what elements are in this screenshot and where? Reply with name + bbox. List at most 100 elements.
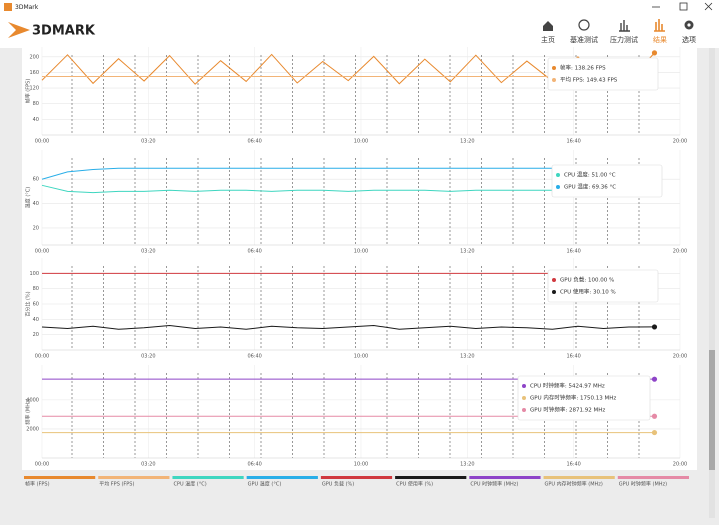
x-tick-label: 00:00: [35, 249, 49, 255]
logo-mark: [8, 22, 30, 38]
end-dot: [651, 324, 658, 330]
legend-swatch[interactable]: [172, 476, 244, 479]
legend-swatch[interactable]: [469, 476, 541, 479]
scrollbar-track[interactable]: [709, 48, 715, 518]
readout-text: GPU 温度: 69.36 °C: [564, 183, 616, 191]
legend-label[interactable]: GPU 负载 (%): [322, 481, 354, 488]
x-tick-label: 16:40: [566, 139, 580, 145]
x-tick-label: 20:00: [673, 249, 687, 255]
app-icon: [4, 3, 12, 11]
legend-label[interactable]: 平均 FPS (FPS): [99, 481, 134, 488]
x-tick-label: 00:00: [35, 139, 49, 145]
y-tick-label: 200: [29, 54, 39, 60]
legend-label[interactable]: GPU 温度 (°C): [248, 481, 282, 488]
window-title: 3DMark: [15, 4, 39, 11]
x-tick-label: 10:00: [354, 249, 368, 255]
end-dot: [651, 50, 658, 56]
x-tick-label: 03:20: [141, 249, 155, 255]
x-tick-label: 03:20: [141, 139, 155, 145]
y-tick-label: 80: [33, 286, 39, 292]
legend-label[interactable]: CPU 使用率 (%): [396, 481, 433, 488]
x-tick-label: 16:40: [566, 249, 580, 255]
options-icon-hole: [687, 23, 691, 27]
readout-box: [551, 164, 663, 198]
legend-label[interactable]: CPU 温度 (°C): [173, 481, 206, 488]
stress-icon: [619, 20, 630, 32]
readout-dot: [522, 408, 526, 412]
readout-text: GPU 内存时钟频率: 1750.13 MHz: [530, 394, 616, 402]
x-tick-label: 20:00: [673, 462, 687, 468]
y-tick-label: 100: [29, 271, 39, 277]
legend-swatch[interactable]: [617, 476, 689, 479]
x-tick-label: 03:20: [141, 462, 155, 468]
readout-text: 帧率: 138.26 FPS: [560, 64, 606, 72]
x-tick-label: 20:00: [673, 354, 687, 360]
readout-box: [547, 57, 659, 91]
x-tick-label: 13:20: [460, 462, 474, 468]
y-axis-title: 帧率 (FPS): [25, 79, 32, 104]
readout-text: GPU 负载: 100.00 %: [560, 276, 614, 284]
legend-label[interactable]: 帧率 (FPS): [25, 481, 50, 488]
readout-dot: [522, 384, 526, 388]
title-bar: [0, 0, 719, 14]
y-tick-label: 4000: [26, 397, 39, 403]
y-tick-label: 20: [33, 332, 39, 338]
x-tick-label: 13:20: [460, 354, 474, 360]
y-tick-label: 60: [33, 177, 39, 183]
legend-swatch[interactable]: [320, 476, 393, 479]
y-axis-title: 百分比 (%): [25, 291, 32, 316]
close-button[interactable]: [704, 2, 713, 11]
y-tick-label: 40: [33, 201, 39, 207]
y-tick-label: 40: [33, 117, 39, 123]
x-tick-label: 06:40: [247, 139, 261, 145]
y-tick-label: 60: [33, 302, 39, 308]
legend-label[interactable]: CPU 时钟频率 (MHz): [470, 481, 518, 488]
y-axis-title: 频率 (MHz): [25, 398, 32, 424]
readout-dot: [552, 278, 556, 282]
x-tick-label: 00:00: [35, 354, 49, 360]
nav-label[interactable]: 选项: [682, 35, 696, 44]
readout-dot: [556, 173, 560, 177]
x-tick-label: 06:40: [247, 462, 261, 468]
nav-label[interactable]: 基准测试: [570, 35, 598, 44]
readout-dot: [552, 290, 556, 294]
x-tick-label: 16:40: [566, 462, 580, 468]
x-tick-label: 16:40: [566, 354, 580, 360]
legend-label[interactable]: GPU 时钟频率 (MHz): [619, 481, 667, 488]
readout-dot: [522, 396, 526, 400]
benchmark-icon: [578, 19, 590, 31]
readout-text: GPU 时钟频率: 2871.92 MHz: [530, 406, 605, 414]
legend-swatch[interactable]: [24, 476, 96, 479]
readout-text: 平均 FPS: 149.43 FPS: [560, 76, 618, 84]
x-tick-label: 20:00: [673, 139, 687, 145]
readout-box: [517, 375, 651, 421]
series-line: [41, 324, 655, 330]
readout-box: [547, 269, 659, 303]
readout-dot: [556, 185, 560, 189]
end-dot: [651, 429, 658, 436]
end-dot: [651, 413, 658, 419]
results-icon: [654, 19, 665, 32]
legend-swatch[interactable]: [395, 476, 467, 479]
x-tick-label: 10:00: [354, 139, 368, 145]
x-tick-label: 13:20: [460, 249, 474, 255]
readout-text: CPU 使用率: 30.10 %: [560, 288, 616, 296]
nav-label[interactable]: 结果: [653, 35, 667, 44]
scrollbar-thumb[interactable]: [709, 350, 715, 470]
nav-label[interactable]: 主页: [541, 35, 555, 44]
y-tick-label: 160: [29, 70, 39, 76]
readout-dot: [552, 66, 556, 70]
legend-swatch[interactable]: [246, 476, 318, 479]
readout-text: CPU 时钟频率: 5424.97 MHz: [530, 382, 605, 390]
maximize-button[interactable]: [679, 2, 688, 11]
y-tick-label: 40: [33, 317, 39, 323]
legend-swatch[interactable]: [543, 476, 615, 479]
logo-text[interactable]: 3DMARK: [32, 24, 96, 39]
readout-text: CPU 温度: 51.00 °C: [564, 171, 616, 179]
y-tick-label: 120: [29, 86, 39, 92]
legend-label[interactable]: GPU 内存时钟频率 (MHz): [545, 481, 603, 488]
legend-swatch[interactable]: [98, 476, 170, 479]
y-tick-label: 80: [33, 101, 39, 107]
nav-label[interactable]: 压力测试: [610, 35, 638, 44]
